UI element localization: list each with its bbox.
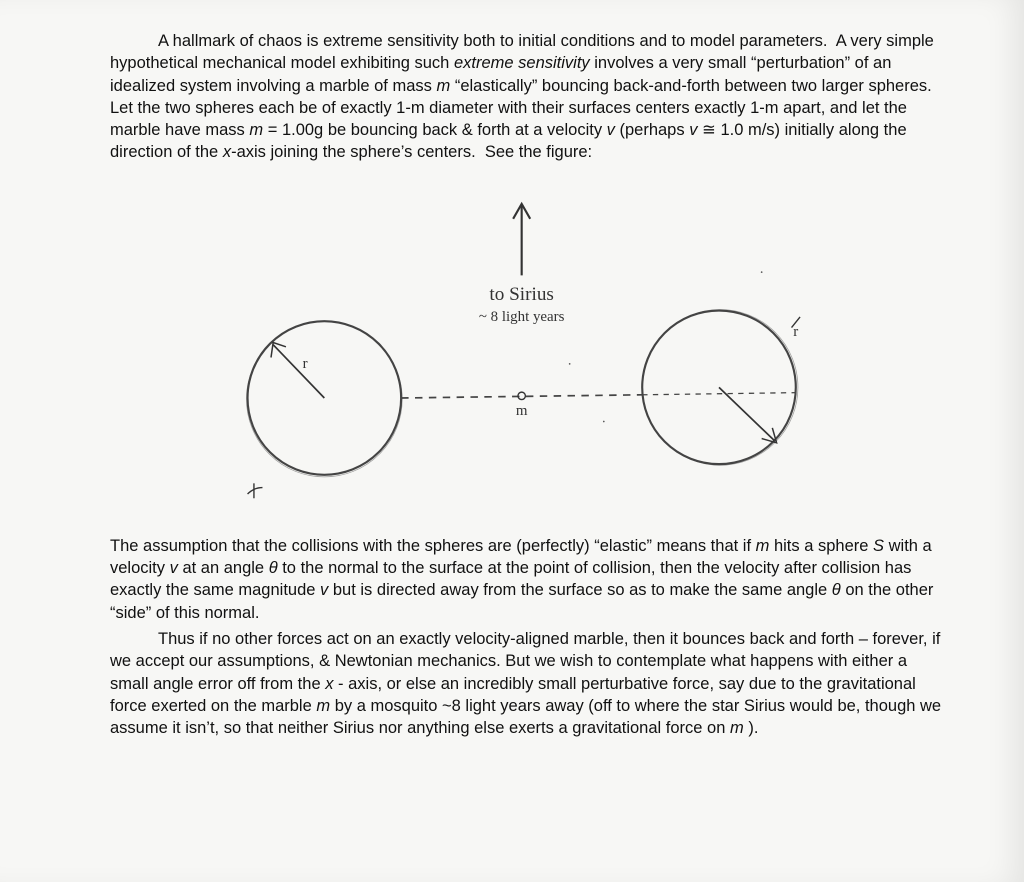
x-axis-dash xyxy=(401,394,642,397)
p3-var-m1: m xyxy=(316,697,330,715)
p3-var-m2: m xyxy=(730,719,744,737)
paragraph-1: A hallmark of chaos is extreme sensitivi… xyxy=(110,30,944,164)
p1-run-d: = 1.00g be bouncing back & forth at a ve… xyxy=(263,121,607,139)
page-container: A hallmark of chaos is extreme sensitivi… xyxy=(0,0,1024,882)
figure-svg: to Sirius ~ 8 light years m r xyxy=(207,174,847,515)
p1-em-extreme: extreme sensitivity xyxy=(454,54,590,72)
sirius-label-2: ~ 8 light years xyxy=(479,309,565,325)
p2-run-a: The assumption that the collisions with … xyxy=(110,537,756,555)
p1-run-g: -axis joining the sphere’s centers. See … xyxy=(231,143,592,161)
p2-run-d: at an angle xyxy=(178,559,269,577)
left-sphere: r xyxy=(246,321,402,498)
paragraph-3: Thus if no other forces act on an exactl… xyxy=(110,628,944,739)
p1-var-m1: m xyxy=(436,77,450,95)
p1-var-v1: v xyxy=(607,121,615,139)
p2-var-th2: θ xyxy=(832,581,841,599)
p2-var-v1: v xyxy=(170,559,178,577)
p1-var-m2: m xyxy=(249,121,263,139)
p1-run-e: (perhaps xyxy=(615,121,689,139)
paragraph-2: The assumption that the collisions with … xyxy=(110,535,944,624)
marble-label: m xyxy=(516,403,528,419)
sketch-dots xyxy=(569,271,763,422)
x-axis-dash-right xyxy=(642,392,796,394)
p3-run-d: ). xyxy=(744,719,759,737)
p1-var-x: x xyxy=(223,143,231,161)
figure: to Sirius ~ 8 light years m r xyxy=(207,174,847,515)
right-sphere: r xyxy=(642,309,800,465)
sirius-label-1: to Sirius xyxy=(489,283,554,304)
p2-var-S: S xyxy=(873,537,884,555)
r-right-label: r xyxy=(793,324,798,340)
sirius-arrow xyxy=(513,203,530,274)
p2-run-b: hits a sphere xyxy=(769,537,873,555)
p2-run-f: but is directed away from the surface so… xyxy=(328,581,832,599)
p2-var-m: m xyxy=(756,537,770,555)
p2-var-th1: θ xyxy=(269,559,278,577)
r-left-label: r xyxy=(303,356,308,372)
